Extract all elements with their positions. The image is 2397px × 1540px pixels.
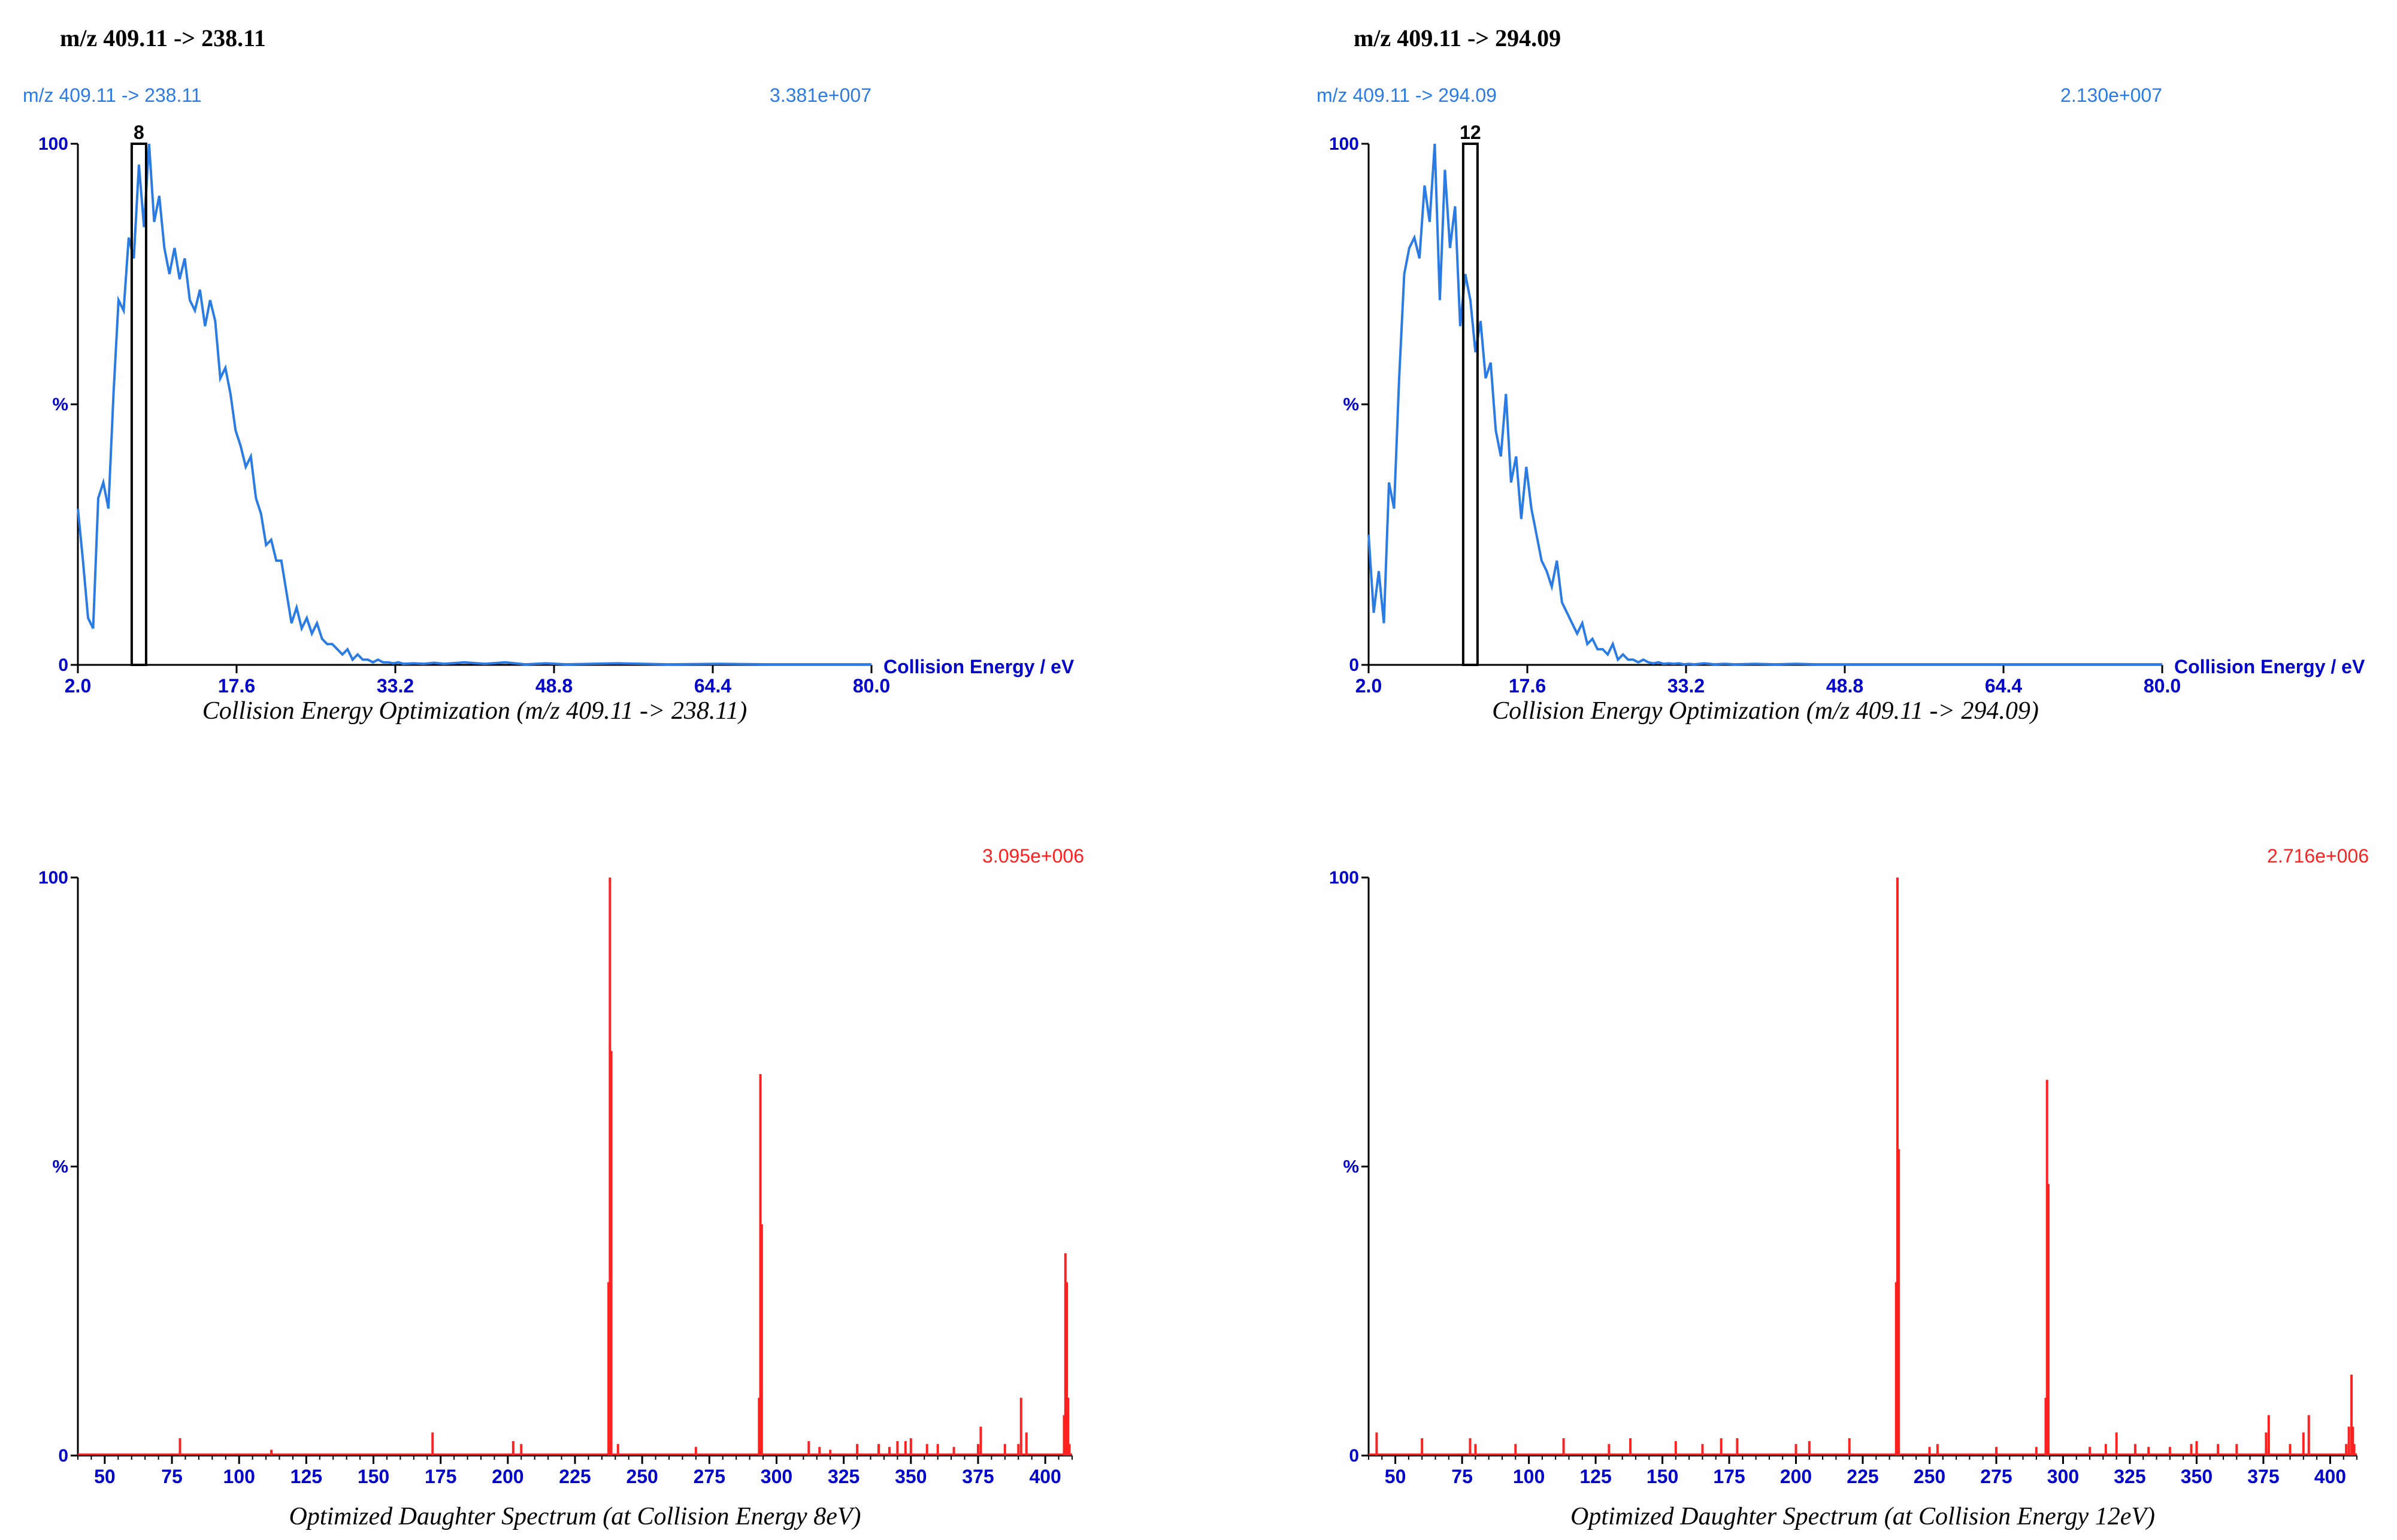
optimum-marker-label: 12	[1460, 122, 1481, 143]
y-tick-label: 100	[38, 868, 68, 888]
x-tick-label: 400	[2314, 1466, 2346, 1487]
x-tick-label: 200	[1780, 1466, 1812, 1487]
x-tick-label: 275	[1980, 1466, 2012, 1487]
chart-panel-2: 100% 02.0 17.6 33.2 48.8 64.4 80.0 12 Collision …	[1316, 25, 2365, 725]
y-tick-label: %	[1343, 1157, 1359, 1177]
x-tick-label: 100	[1513, 1466, 1545, 1487]
x-tick-label: 325	[828, 1466, 859, 1487]
x-tick-label: 375	[2247, 1466, 2279, 1487]
x-tick-label: 300	[2047, 1466, 2079, 1487]
x-tick-label: 125	[290, 1466, 322, 1487]
x-tick-label: 175	[425, 1466, 456, 1487]
chart-caption: Optimized Daughter Spectrum (at Collisio…	[1570, 1503, 2155, 1530]
x-tick-label: 48.8	[535, 675, 573, 697]
intensity-label: 2.716e+006	[2267, 845, 2369, 867]
x-tick-label: 225	[559, 1466, 591, 1487]
x-tick-label: 100	[223, 1466, 255, 1487]
chart-caption: Collision Energy Optimization (m/z 409.1…	[202, 697, 747, 725]
x-tick-label: 300	[761, 1466, 792, 1487]
chart-panel-1: 100% 02.0 17.6 33.2 48.8 64.4 80.0 8 Collision E…	[23, 25, 1075, 725]
y-tick-label: 0	[58, 655, 68, 675]
x-tick-label: 80.0	[2144, 675, 2181, 697]
optimum-marker-box	[1461, 143, 1479, 666]
y-tick-label: 100	[1329, 134, 1359, 154]
y-tick-label: %	[1343, 395, 1359, 415]
intensity-label: 3.381e+007	[770, 84, 871, 106]
y-tick-label: 0	[1349, 1446, 1359, 1466]
y-tick-label: 0	[58, 1446, 68, 1466]
intensity-label: 3.095e+006	[982, 845, 1084, 867]
x-tick-label: 150	[358, 1466, 389, 1487]
x-tick-label: 275	[694, 1466, 725, 1487]
x-tick-label: 64.4	[694, 675, 731, 697]
x-tick-label: 150	[1647, 1466, 1678, 1487]
y-tick-label: 0	[1349, 655, 1359, 675]
x-tick-label: 48.8	[1826, 675, 1863, 697]
x-tick-label: 225	[1847, 1466, 1878, 1487]
panel-title: m/z 409.11 -> 294.09	[1354, 25, 1561, 52]
x-tick-label: 250	[1914, 1466, 1945, 1487]
optimum-marker-label: 8	[134, 122, 144, 143]
optimum-marker-box	[130, 143, 147, 666]
x-tick-label: 33.2	[1667, 675, 1705, 697]
y-tick-label: %	[52, 1157, 68, 1177]
x-tick-label: 80.0	[853, 675, 890, 697]
x-tick-label: 375	[962, 1466, 994, 1487]
trace-label: m/z 409.11 -> 294.09	[1316, 84, 1497, 106]
y-tick-label: 100	[38, 134, 68, 154]
chart-caption: Optimized Daughter Spectrum (at Collisio…	[289, 1503, 861, 1530]
chart-panel-4: 100% 0 50 75 100 125 150 175 200 225 250 275 300 325 3…	[1329, 845, 2369, 1530]
series-line	[77, 143, 871, 666]
x-tick-label: 350	[895, 1466, 927, 1487]
y-tick-label: 100	[1329, 868, 1359, 888]
x-tick-label: 2.0	[65, 675, 91, 697]
trace-label: m/z 409.11 -> 238.11	[23, 84, 202, 106]
x-axis-label: Collision Energy / eV	[883, 656, 1075, 677]
x-tick-label: 350	[2181, 1466, 2213, 1487]
x-tick-label: 75	[1451, 1466, 1473, 1487]
intensity-label: 2.130e+007	[2060, 84, 2162, 106]
x-tick-label: 50	[1385, 1466, 1406, 1487]
x-tick-label: 400	[1029, 1466, 1061, 1487]
y-tick-label: %	[52, 395, 68, 415]
x-tick-label: 33.2	[377, 675, 414, 697]
x-tick-label: 200	[492, 1466, 523, 1487]
x-tick-label: 50	[94, 1466, 116, 1487]
series-line	[1367, 143, 2162, 666]
x-tick-label: 125	[1579, 1466, 1611, 1487]
x-axis-label: Collision Energy / eV	[2174, 656, 2365, 677]
x-tick-label: 250	[626, 1466, 658, 1487]
x-tick-label: 75	[161, 1466, 183, 1487]
chart-panel-3: 100% 0 50 75 100 125 150 175 200 225 250 275 300 325 3…	[38, 845, 1084, 1530]
x-tick-label: 64.4	[1985, 675, 2022, 697]
panel-title: m/z 409.11 -> 238.11	[60, 25, 266, 52]
chart-caption: Collision Energy Optimization (m/z 409.1…	[1492, 697, 2039, 725]
x-tick-label: 17.6	[218, 675, 255, 697]
x-tick-label: 175	[1713, 1466, 1745, 1487]
x-tick-label: 17.6	[1509, 675, 1546, 697]
x-tick-label: 2.0	[1355, 675, 1382, 697]
x-tick-label: 325	[2114, 1466, 2145, 1487]
